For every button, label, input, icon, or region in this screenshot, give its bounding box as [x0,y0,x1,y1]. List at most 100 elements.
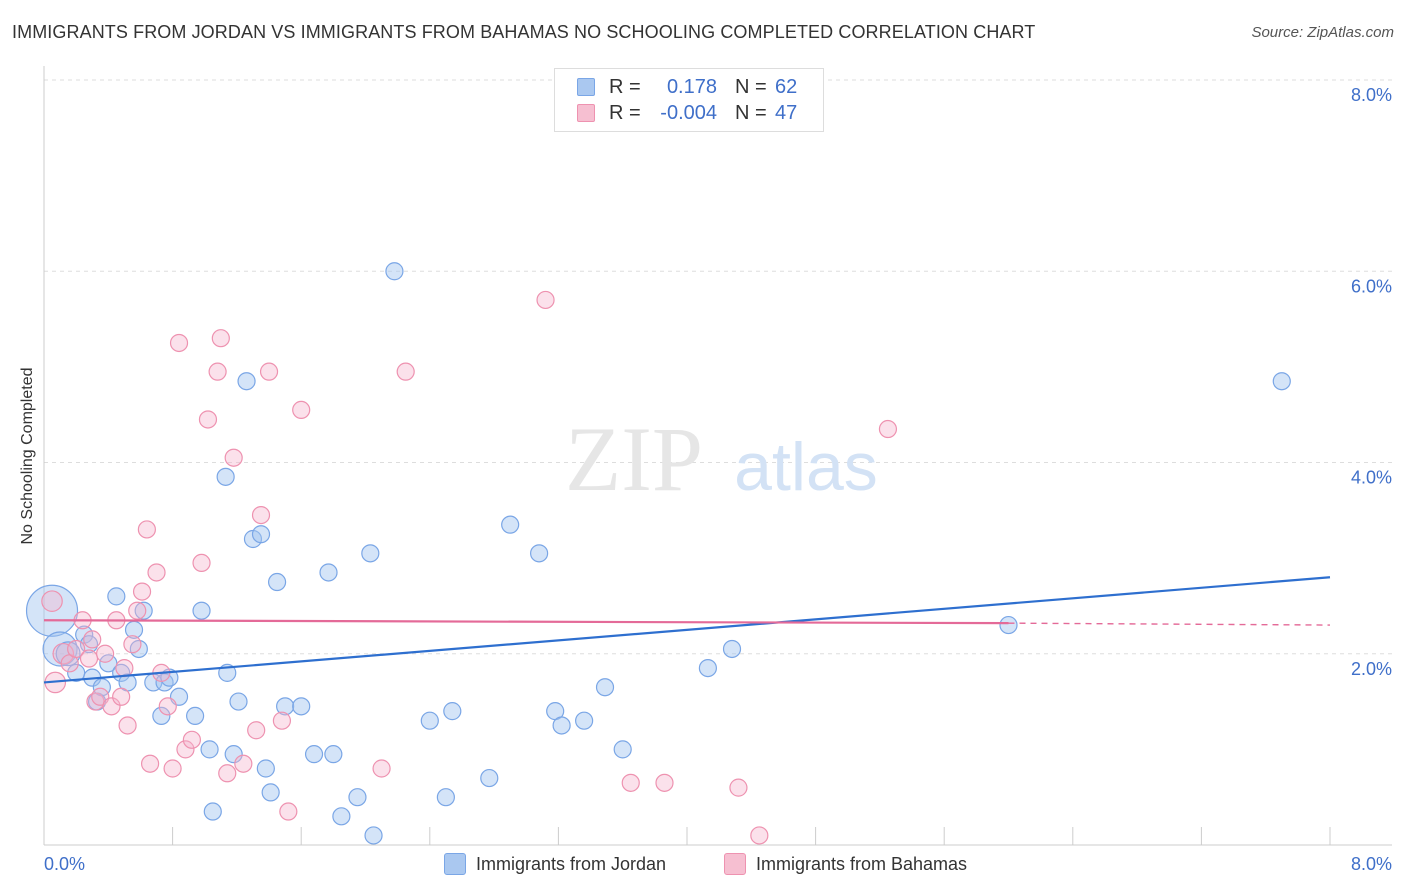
y-tick-label: 4.0% [1351,468,1392,488]
data-point-bahamas [123,635,142,654]
data-point-bahamas [208,362,227,381]
bottom-legend-label-bahamas: Immigrants from Bahamas [756,853,968,874]
trend-line-jordan [43,576,1331,684]
data-points [25,262,1291,845]
data-point-bahamas [158,697,177,716]
data-point-bahamas [67,639,86,659]
watermark-zip: ZIP [565,408,703,510]
data-point-bahamas [272,711,292,730]
data-point-bahamas [211,329,230,348]
data-point-bahamas [372,759,391,778]
data-point-jordan [251,525,271,544]
data-point-jordan [261,783,280,802]
watermark: ZIP atlas [565,408,878,510]
data-point-bahamas [536,290,555,310]
legend-r-label: R = [609,101,641,124]
data-point-jordan [304,745,324,764]
legend-n-value-bahamas: 47 [775,101,798,124]
legend-row-bahamas: R = -0.004 N = 47 [577,101,797,125]
data-point-bahamas [292,400,311,420]
x-tick-label: 8.0% [1351,854,1392,874]
data-point-bahamas [182,730,201,749]
data-point-bahamas [878,419,898,439]
data-point-bahamas [52,642,75,665]
data-point-jordan [613,740,632,759]
data-point-jordan [292,697,311,716]
legend-r-label: R = [609,75,641,98]
data-point-jordan [552,716,571,735]
data-point-jordan [229,692,248,711]
data-point-jordan [575,711,594,730]
data-point-bahamas [128,601,147,620]
data-point-jordan [276,697,295,716]
data-point-jordan [698,658,717,678]
y-axis-label: No Schooling Completed [19,367,36,545]
gridlines [44,79,1392,655]
data-point-bahamas [251,505,271,525]
bottom-legend-swatch-jordan [444,853,466,875]
data-point-bahamas [279,802,298,821]
data-point-jordan [237,372,256,391]
data-point-bahamas [169,333,189,353]
data-point-bahamas [95,644,115,663]
data-point-bahamas [396,362,415,381]
data-point-jordan [200,740,219,759]
bottom-legend-jordan: Immigrants from Jordan [444,852,666,876]
data-point-bahamas [79,649,99,668]
bottom-legend-swatch-bahamas [724,853,746,875]
data-point-bahamas [750,826,769,845]
data-point-jordan [192,601,211,620]
data-point-bahamas [102,697,121,716]
data-point-bahamas [176,740,195,759]
data-point-jordan [332,807,351,826]
data-point-jordan [530,544,549,563]
data-point-jordan [501,515,520,534]
trend-lines [43,576,1331,684]
chart-title: IMMIGRANTS FROM JORDAN VS IMMIGRANTS FRO… [12,22,1036,42]
data-point-jordan [186,706,205,726]
data-point-jordan [385,262,404,281]
x-tick-label: 0.0% [44,854,85,874]
legend-swatch-bahamas [577,104,595,122]
data-point-bahamas [140,754,160,773]
data-point-bahamas [729,778,748,797]
tick-labels: 2.0% 4.0% 6.0% 8.0% 0.0% 8.0% [44,85,1392,874]
data-point-bahamas [137,520,156,539]
correlation-legend: R = 0.178 N = 62 R = -0.004 N = 47 [554,68,824,132]
data-point-bahamas [41,590,63,612]
data-point-jordan [224,745,243,764]
legend-row-jordan: R = 0.178 N = 62 [577,75,797,99]
legend-n-value-jordan: 62 [775,75,798,98]
data-point-jordan [152,706,171,726]
data-point-jordan [324,745,343,764]
bottom-legend-bahamas: Immigrants from Bahamas [724,852,967,876]
data-point-jordan [216,467,235,486]
legend-n-label: N = [735,101,767,124]
data-point-jordan [595,678,615,697]
data-point-bahamas [198,410,218,429]
data-point-bahamas [147,563,166,582]
data-point-jordan [443,702,462,721]
data-point-bahamas [259,362,279,381]
y-tick-label: 6.0% [1351,276,1392,296]
data-point-jordan [999,615,1018,635]
trend-line-extension-bahamas [1008,622,1331,626]
data-point-jordan [107,587,126,606]
source-label: Source: ZipAtlas.com [1251,24,1394,41]
data-point-jordan [361,544,380,563]
legend-swatch-jordan [577,78,595,96]
legend-r-value-jordan: 0.178 [666,75,717,98]
data-point-bahamas [132,582,152,601]
data-point-bahamas [621,773,640,792]
data-point-bahamas [115,658,134,678]
data-point-jordan [420,711,439,730]
data-point-jordan [42,631,78,667]
data-point-jordan [480,768,499,788]
data-point-jordan [1272,372,1291,391]
watermark-atlas: atlas [734,429,878,505]
data-point-bahamas [112,687,131,706]
data-point-bahamas [163,759,182,778]
data-point-jordan [25,584,79,637]
data-point-bahamas [224,448,243,467]
